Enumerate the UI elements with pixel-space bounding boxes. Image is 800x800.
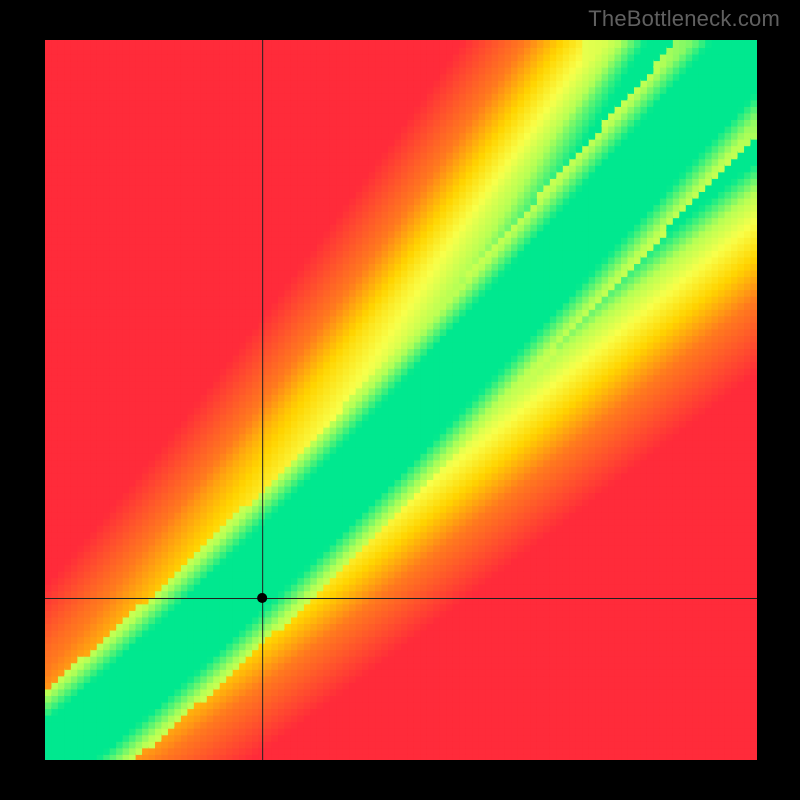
site-watermark: TheBottleneck.com xyxy=(588,6,780,32)
bottleneck-heatmap xyxy=(45,40,757,760)
chart-container: TheBottleneck.com xyxy=(0,0,800,800)
